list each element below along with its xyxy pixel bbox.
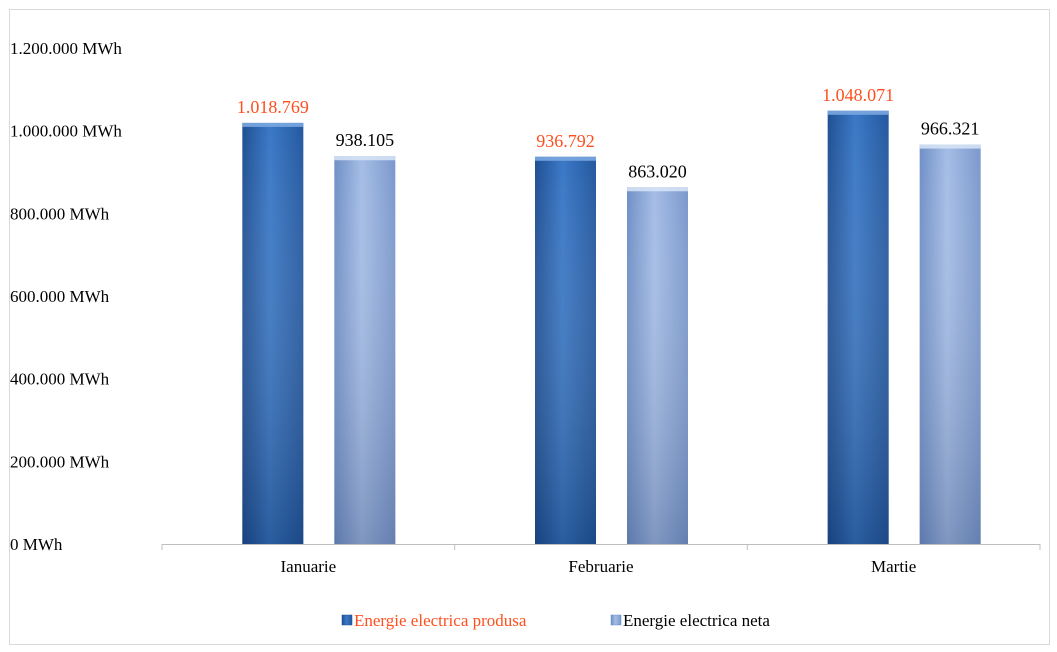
legend: Energie electrica produsa Energie electri… — [341, 611, 770, 630]
category-label: Ianuarie — [280, 557, 336, 576]
y-tick-label: 600.000 MWh — [10, 287, 110, 306]
x-axis-ticks — [161, 544, 1041, 550]
data-label: 1.018.769 — [237, 97, 309, 117]
bar-cap — [242, 122, 304, 127]
y-tick-label: 1.200.000 MWh — [10, 39, 122, 58]
bar-shade — [919, 144, 981, 544]
category-label: Martie — [871, 557, 916, 576]
bar-cap — [334, 156, 396, 161]
y-tick-label: 200.000 MWh — [10, 452, 110, 471]
data-label: 936.792 — [536, 131, 595, 151]
x-axis-category-labels: Ianuarie Februarie Martie — [280, 557, 916, 576]
data-labels: 1.018.769 938.105 936.792 863.020 1.048.071 9… — [237, 85, 980, 181]
category-label: Februarie — [568, 557, 633, 576]
y-tick-label: 800.000 MWh — [10, 204, 110, 223]
legend-swatch — [610, 614, 622, 626]
bar-cap — [919, 144, 981, 149]
bar-shade — [242, 122, 304, 544]
legend-swatch — [341, 614, 353, 626]
y-axis-tick-labels: 0 MWh 200.000 MWh 400.000 MWh 600.000 MWh 80… — [10, 39, 122, 554]
legend-label: Energie electrica produsa — [354, 611, 527, 630]
y-tick-label: 0 MWh — [10, 535, 63, 554]
bars — [242, 110, 981, 545]
data-label: 938.105 — [336, 130, 395, 150]
data-label: 966.321 — [921, 119, 980, 139]
bar-shade — [334, 156, 396, 544]
bar-cap — [827, 110, 889, 115]
y-tick-label: 1.000.000 MWh — [10, 122, 122, 141]
bar-shade — [627, 187, 688, 544]
data-label: 1.048.071 — [822, 85, 894, 105]
bar-shade — [827, 110, 889, 545]
bar-cap — [627, 187, 688, 192]
bar-shade — [535, 156, 596, 544]
data-label: 863.020 — [628, 161, 687, 181]
legend-label: Energie electrica neta — [623, 611, 770, 630]
y-tick-label: 400.000 MWh — [10, 370, 110, 389]
bar-cap — [535, 156, 596, 161]
